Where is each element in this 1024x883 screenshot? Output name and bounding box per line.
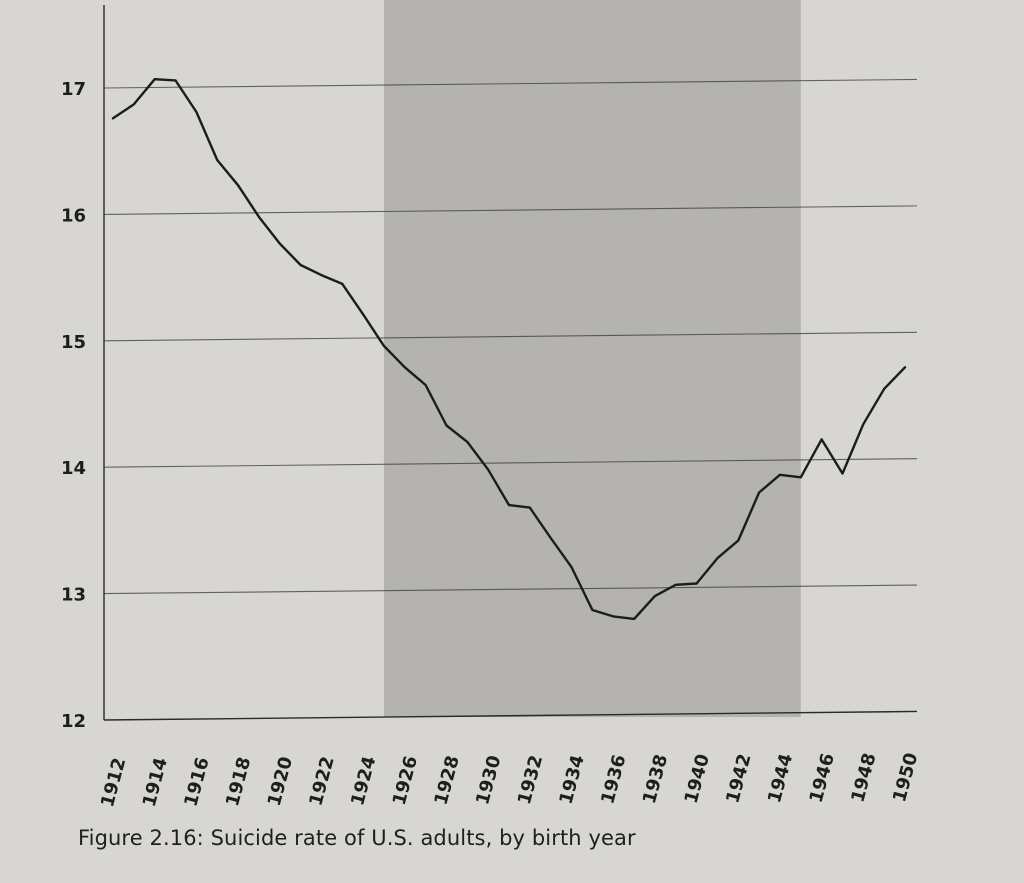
- axes: [103, 5, 918, 721]
- data-point: [737, 539, 740, 542]
- data-point: [299, 264, 302, 266]
- data-point: [549, 537, 552, 539]
- data-point: [362, 313, 365, 316]
- x-tick-label: 1922: [305, 754, 338, 808]
- data-point: [528, 506, 531, 509]
- x-tick-label: 1914: [139, 755, 172, 809]
- x-tick-label: 1932: [514, 753, 547, 807]
- data-point: [445, 424, 448, 427]
- data-point: [674, 583, 677, 586]
- data-point: [257, 216, 260, 218]
- shaded-region-layer: [383, 0, 801, 718]
- data-point: [799, 476, 802, 479]
- y-tick-label: 12: [61, 711, 86, 732]
- y-tick-label: 16: [61, 205, 86, 226]
- gridline-16: [103, 205, 918, 215]
- y-tick-label: 14: [61, 458, 86, 479]
- x-tick-label: 1948: [847, 751, 880, 805]
- chart: 12 13 14 15 16 17 1912 1914 1916 1918 1920 1922 192…: [61, 0, 922, 810]
- data-point: [237, 184, 239, 187]
- x-tick-label: 1942: [722, 752, 755, 806]
- data-point: [758, 491, 761, 494]
- x-tick-label: 1928: [431, 754, 464, 808]
- data-point: [695, 582, 698, 585]
- data-point: [466, 441, 469, 443]
- data-point: [779, 473, 781, 476]
- gridline-14: [103, 458, 918, 468]
- x-tick-label: 1940: [681, 752, 714, 806]
- data-point: [403, 366, 406, 369]
- data-point: [487, 468, 490, 471]
- gridline-15: [103, 331, 918, 342]
- gridline-17: [103, 78, 918, 89]
- y-tick-label: 13: [61, 585, 86, 606]
- data-point: [862, 423, 865, 426]
- gridline-13: [103, 584, 918, 595]
- data-point: [841, 472, 844, 475]
- data-point: [508, 504, 510, 507]
- x-tick-label: 1946: [806, 751, 839, 805]
- x-tick-label: 1918: [222, 755, 255, 809]
- x-tick-label: 1912: [97, 756, 130, 810]
- x-tick-label: 1944: [764, 751, 797, 805]
- gridlines: [103, 78, 918, 595]
- y-tick-label: 17: [61, 79, 86, 100]
- data-point: [320, 274, 323, 276]
- x-tick-label: 1950: [889, 751, 922, 805]
- x-tick-label: 1934: [556, 753, 589, 807]
- data-point: [883, 387, 886, 390]
- x-tick-label: 1930: [472, 753, 505, 807]
- data-point: [904, 366, 906, 369]
- data-point: [820, 438, 823, 441]
- data-point: [132, 103, 135, 106]
- data-point: [424, 384, 427, 386]
- x-axis-line: [103, 710, 918, 721]
- data-point: [216, 159, 219, 161]
- y-tick-label: 15: [61, 332, 86, 353]
- x-tick-label: 1924: [347, 754, 380, 808]
- x-tick-label: 1936: [597, 752, 630, 806]
- x-tick-labels: 1912 1914 1916 1918 1920 1922 1924 1926 1928 1930…: [97, 751, 922, 810]
- data-point: [612, 615, 615, 618]
- figure-caption: Figure 2.16: Suicide rate of U.S. adults…: [78, 826, 636, 850]
- data-point: [570, 566, 573, 568]
- x-tick-label: 1926: [389, 754, 422, 808]
- x-tick-label: 1920: [264, 755, 297, 809]
- y-tick-labels: 12 13 14 15 16 17: [61, 79, 86, 732]
- data-point: [112, 117, 114, 120]
- data-point: [716, 557, 719, 560]
- data-point: [591, 609, 594, 611]
- data-point: [653, 595, 656, 598]
- data-point: [633, 617, 635, 620]
- data-line-layer: [111, 77, 907, 621]
- data-point: [153, 78, 156, 81]
- x-tick-label: 1938: [639, 752, 672, 806]
- data-point: [195, 111, 198, 113]
- data-point: [278, 242, 281, 245]
- data-point: [383, 344, 385, 347]
- data-point: [341, 283, 344, 285]
- x-tick-label: 1916: [180, 755, 213, 809]
- data-point: [174, 79, 177, 82]
- shaded-region: [383, 0, 801, 718]
